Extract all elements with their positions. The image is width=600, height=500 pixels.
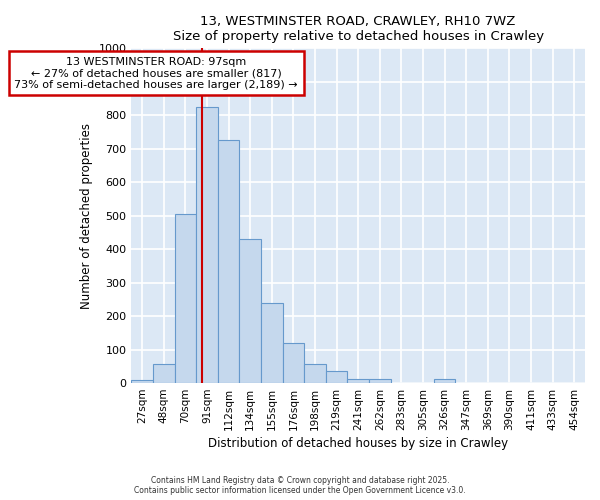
Y-axis label: Number of detached properties: Number of detached properties — [80, 122, 93, 308]
X-axis label: Distribution of detached houses by size in Crawley: Distribution of detached houses by size … — [208, 437, 508, 450]
Bar — [218, 140, 239, 383]
Bar — [153, 364, 175, 383]
Bar — [304, 364, 326, 383]
Text: Contains HM Land Registry data © Crown copyright and database right 2025.
Contai: Contains HM Land Registry data © Crown c… — [134, 476, 466, 495]
Bar — [196, 107, 218, 383]
Bar — [347, 378, 369, 383]
Bar — [369, 378, 391, 383]
Title: 13, WESTMINSTER ROAD, CRAWLEY, RH10 7WZ
Size of property relative to detached ho: 13, WESTMINSTER ROAD, CRAWLEY, RH10 7WZ … — [173, 15, 544, 43]
Bar — [434, 378, 455, 383]
Bar — [175, 214, 196, 383]
Bar — [326, 372, 347, 383]
Text: 13 WESTMINSTER ROAD: 97sqm
← 27% of detached houses are smaller (817)
73% of sem: 13 WESTMINSTER ROAD: 97sqm ← 27% of deta… — [14, 56, 298, 90]
Bar — [283, 343, 304, 383]
Bar — [131, 380, 153, 383]
Bar — [261, 302, 283, 383]
Bar — [239, 239, 261, 383]
